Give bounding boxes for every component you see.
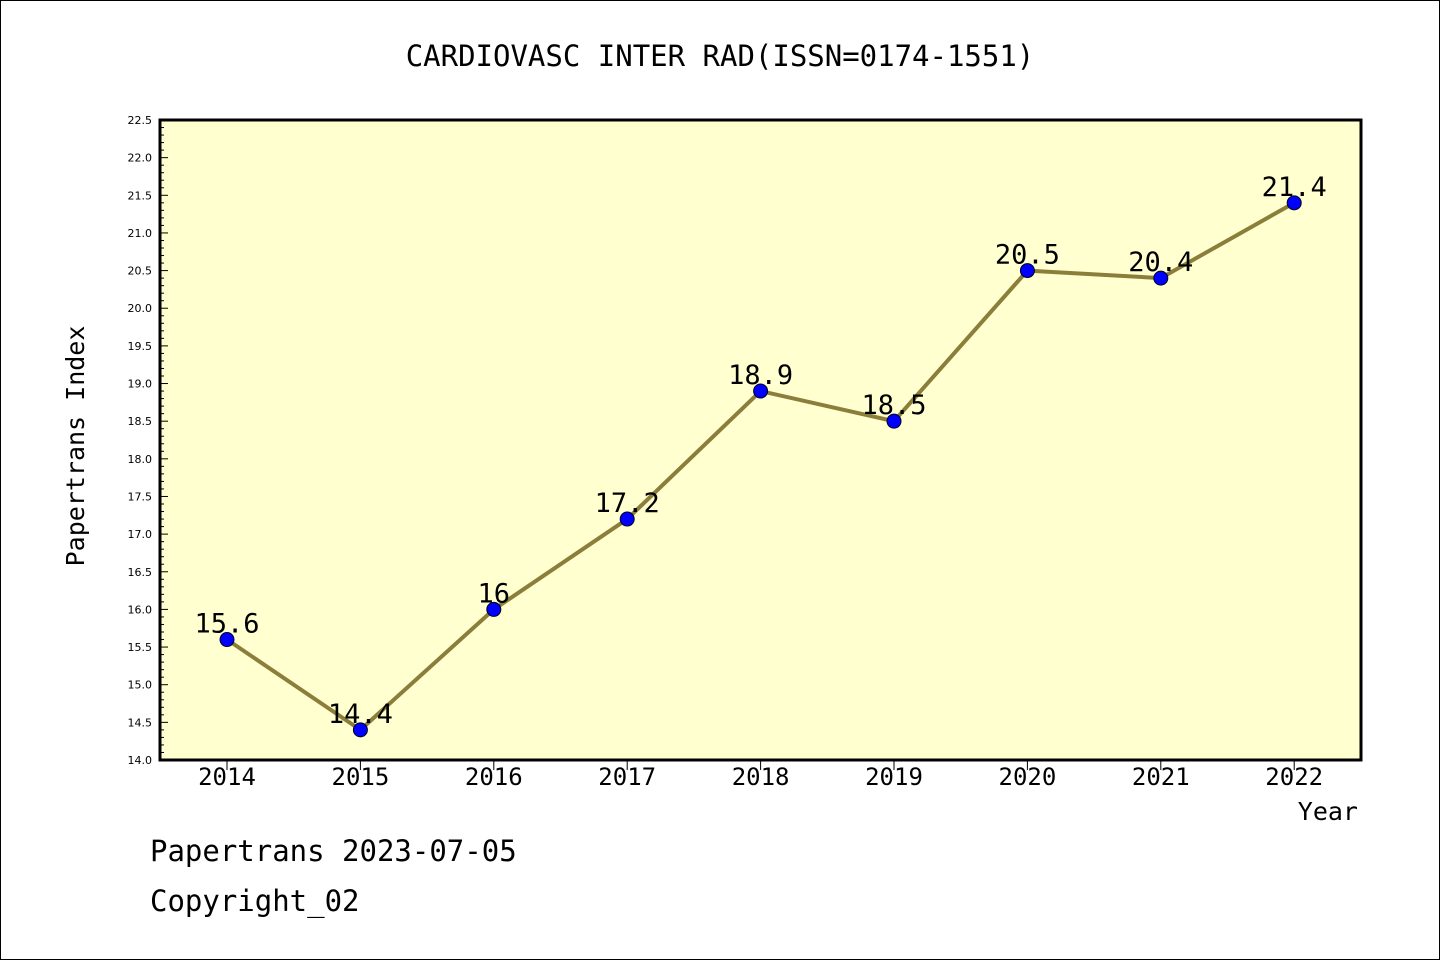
data-label: 20.5 [995,240,1060,271]
x-tick-label: 2015 [332,763,390,791]
data-point [486,601,502,617]
data-point [1286,195,1302,211]
y-tick-label: 16.0 [128,603,153,616]
y-tick-label: 18.0 [128,453,153,466]
data-label: 14.4 [328,699,393,730]
data-label: 16 [478,578,511,609]
y-axis-label: Papertrans Index [61,326,90,567]
data-label: 15.6 [194,609,259,640]
series-group: 15.6 14.4 16 17.2 18.9 18.5 20.5 20.4 21.4 [194,172,1327,738]
x-tick-label: 2022 [1265,763,1323,791]
x-tick-label: 2014 [198,763,256,791]
data-point [352,722,368,738]
data-label: 18.9 [728,360,793,391]
x-tick-label: 2017 [598,763,656,791]
x-tick-label: 2020 [999,763,1057,791]
y-tick-label: 17.5 [128,490,153,503]
y-tick-label: 21.0 [128,227,153,240]
y-tick-label: 15.0 [128,679,153,692]
y-tick-label: 20.0 [128,302,153,315]
x-tick-label: 2018 [732,763,790,791]
y-tick-label: 22.0 [128,152,153,165]
x-tick-label: 2019 [865,763,923,791]
y-tick-label: 21.5 [128,189,153,202]
data-label: 21.4 [1262,172,1327,203]
data-point [753,383,769,399]
x-tick-label: 2016 [465,763,523,791]
data-label: 20.4 [1128,247,1193,278]
y-tick-label: 20.5 [128,265,153,278]
data-point [1153,270,1169,286]
plot-area [158,118,1363,762]
y-tick-label: 17.0 [128,528,153,541]
y-tick-label: 14.5 [128,716,153,729]
footer-date: Papertrans 2023-07-05 [150,834,517,868]
y-tick-label: 18.5 [128,415,153,428]
data-point [219,632,235,648]
data-point [886,413,902,429]
y-tick-label: 19.0 [128,378,153,391]
x-axis: 2014 2015 2016 2017 2018 2019 2020 2021 2022 [198,760,1323,791]
y-tick-label: 22.5 [128,114,153,127]
y-tick-label: 14.0 [128,754,153,767]
data-point [1019,263,1035,279]
y-tick-label: 15.5 [128,641,153,654]
x-axis-label: Year [1298,797,1358,826]
x-tick-label: 2021 [1132,763,1190,791]
data-label: 17.2 [595,488,660,519]
footer-copyright: Copyright_02 [150,884,360,918]
chart-title: CARDIOVASC INTER RAD(ISSN=0174-1551) [406,39,1035,73]
y-tick-label: 16.5 [128,566,153,579]
data-label: 18.5 [861,390,926,421]
y-axis: 14.0 14.5 15.0 15.5 16.0 16.5 17.0 17.5 18.0 18.5… [128,114,168,767]
data-point [619,511,635,527]
y-tick-label: 19.5 [128,340,153,353]
